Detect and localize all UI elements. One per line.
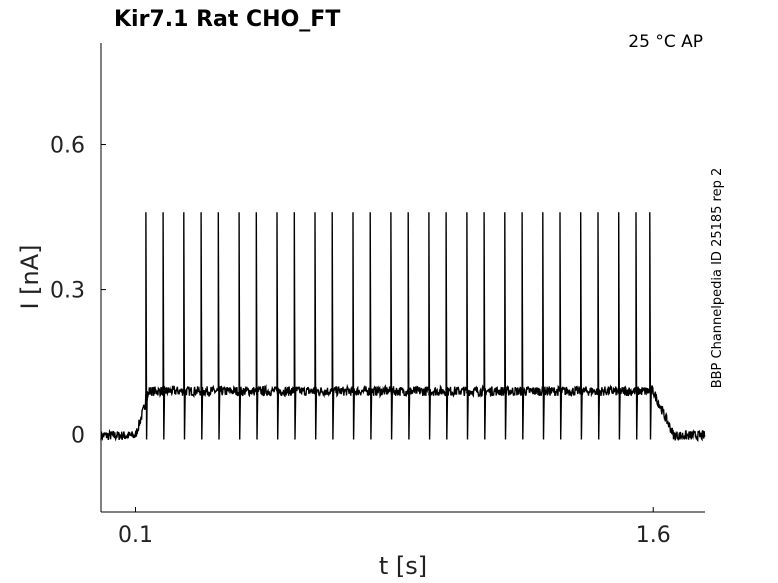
y-tick-label: 0 [71, 424, 85, 449]
condition-label: 25 °C AP [628, 32, 703, 52]
x-axis-label: t [s] [379, 552, 427, 580]
y-tick-label: 0.3 [50, 279, 85, 304]
x-tick-label: 1.6 [636, 523, 671, 548]
y-axis-label: I [nA] [16, 244, 44, 309]
current-trace [100, 212, 706, 443]
axes [100, 43, 705, 513]
y-tick-label: 0.6 [50, 134, 85, 159]
ticks: 0.1 1.6 0 0.3 0.6 [50, 134, 671, 548]
x-tick-label: 0.1 [118, 523, 153, 548]
side-label: BBP Channelpedia ID 25185 rep 2 [710, 168, 725, 389]
chart-title: Kir7.1 Rat CHO_FT [114, 7, 340, 32]
